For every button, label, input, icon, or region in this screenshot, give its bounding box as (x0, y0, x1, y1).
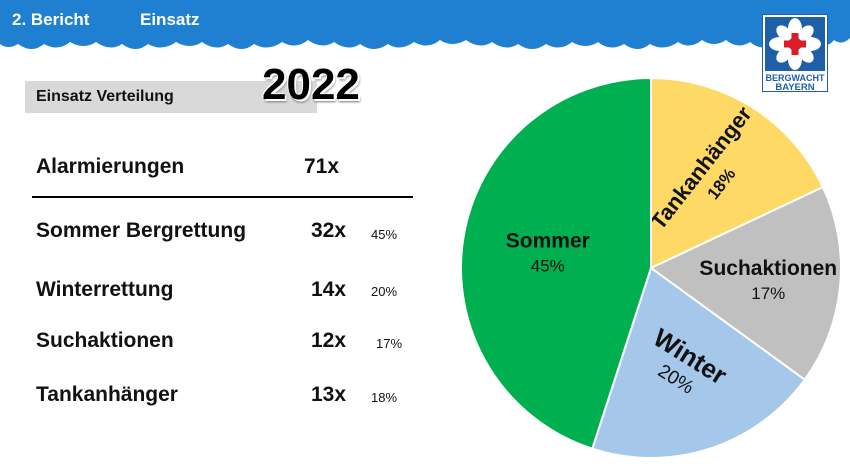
subtitle-bar: Einsatz Verteilung (25, 81, 317, 113)
pie-label-group-suchaktionen: Suchaktionen 17% (699, 257, 837, 303)
row-count-such: 12x (311, 329, 347, 352)
total-count: 71x (304, 155, 340, 178)
total-label: Alarmierungen (36, 155, 185, 178)
pie-slice-pct-sommer: 45% (531, 257, 565, 276)
pie-slice-suchaktionen (649, 185, 842, 382)
bergwacht-logo: BERGWACHT BAYERN (761, 13, 829, 93)
logo-text-top: BERGWACHT (766, 73, 825, 83)
row-label-sommer: Sommer Bergrettung (36, 219, 247, 242)
row-count-sommer: 32x (311, 219, 347, 242)
row-pct-such: 17% (376, 336, 403, 351)
logo-text-bottom: BAYERN (775, 82, 814, 92)
header-background (0, 0, 850, 49)
header-topic-title: Einsatz (140, 10, 200, 29)
year-title: 2022 (262, 60, 360, 109)
distribution-pie-chart: Tankanhänger18%Suchaktionen17%Winter20%S… (460, 76, 842, 459)
pie-slice-sommer (460, 76, 652, 450)
row-label-winter: Winterrettung (36, 278, 174, 301)
pie-slice-name-suchaktionen: Suchaktionen (699, 257, 837, 280)
subtitle: Einsatz Verteilung (36, 88, 174, 105)
row-pct-sommer: 45% (371, 227, 398, 242)
row-label-such: Suchaktionen (36, 329, 174, 352)
header-banner: 2. Bericht Einsatz (0, 0, 850, 60)
pie-slice-winter (591, 266, 807, 459)
pie-slice-pct-suchaktionen: 17% (751, 284, 785, 303)
row-count-tank: 13x (311, 383, 347, 406)
header-section-title: 2. Bericht (12, 10, 90, 29)
pie-slice-name-sommer: Sommer (506, 230, 590, 253)
row-pct-winter: 20% (371, 284, 398, 299)
table-divider (32, 196, 413, 198)
pie-label-group-sommer: Sommer 45% (506, 230, 590, 276)
pie-slice-tankanhnger (650, 76, 825, 270)
row-label-tank: Tankanhänger (36, 383, 178, 406)
row-count-winter: 14x (311, 278, 347, 301)
row-pct-tank: 18% (371, 390, 398, 405)
